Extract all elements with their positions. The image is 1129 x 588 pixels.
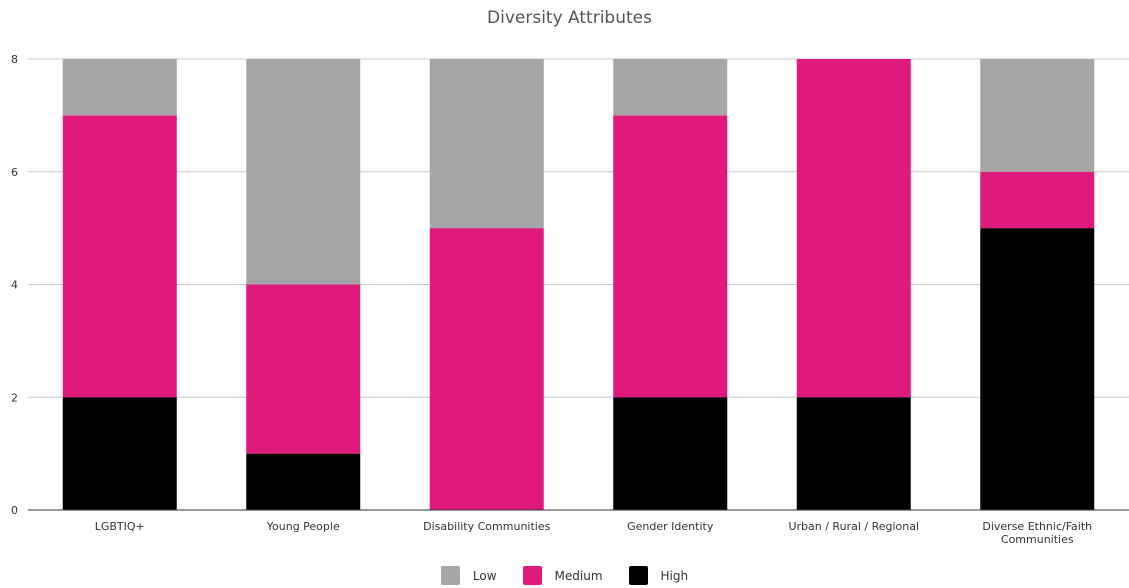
legend-swatch (440, 566, 460, 585)
chart-title: Diversity Attributes (487, 8, 652, 28)
bar-segment-medium (62, 115, 177, 398)
x-tick-label: Disability Communities (423, 520, 550, 533)
x-tick-label: Diverse Ethnic/Faith Communities (982, 520, 1092, 546)
bar-segment-high (62, 397, 177, 510)
bar-segment-low (246, 59, 361, 285)
bar-segment-high (613, 397, 728, 510)
bar-segment-medium (246, 284, 361, 454)
bar-segment-low (980, 59, 1095, 172)
legend-swatch (522, 566, 542, 585)
y-tick-label: 6 (11, 166, 18, 179)
y-tick-label: 4 (11, 279, 18, 292)
bar-segment-medium (980, 171, 1095, 229)
chart-legend: Low Medium High (0, 566, 1129, 585)
bar-segment-low (62, 59, 177, 116)
bar-segment-low (429, 59, 544, 229)
legend-swatch (628, 566, 648, 585)
legend-item-medium[interactable]: Medium (522, 566, 603, 585)
x-tick-label: LGBTIQ+ (95, 520, 145, 533)
bar-segment-high (246, 453, 361, 510)
x-tick-label: Young People (266, 520, 340, 533)
bar-segment-medium (429, 228, 544, 510)
bar-segment-high (980, 228, 1095, 510)
bar-segment-high (796, 397, 911, 510)
legend-item-low[interactable]: Low (440, 566, 497, 585)
legend-label: Medium (554, 568, 603, 583)
bar-segment-low (613, 59, 728, 116)
x-tick-label: Gender Identity (627, 520, 714, 533)
y-tick-label: 8 (11, 53, 18, 66)
y-tick-label: 0 (11, 504, 18, 517)
bar-segment-medium (613, 115, 728, 398)
legend-item-high[interactable]: High (628, 566, 689, 585)
bar-segment-medium (796, 59, 911, 398)
stacked-bar-chart: 0 2 4 6 8 LGBTIQ+ Young People Disability Commu… (11, 53, 1129, 546)
y-tick-label: 2 (11, 391, 18, 404)
x-tick-label: Urban / Rural / Regional (788, 520, 919, 533)
legend-label: Low (472, 568, 497, 583)
legend-label: High (660, 568, 689, 583)
